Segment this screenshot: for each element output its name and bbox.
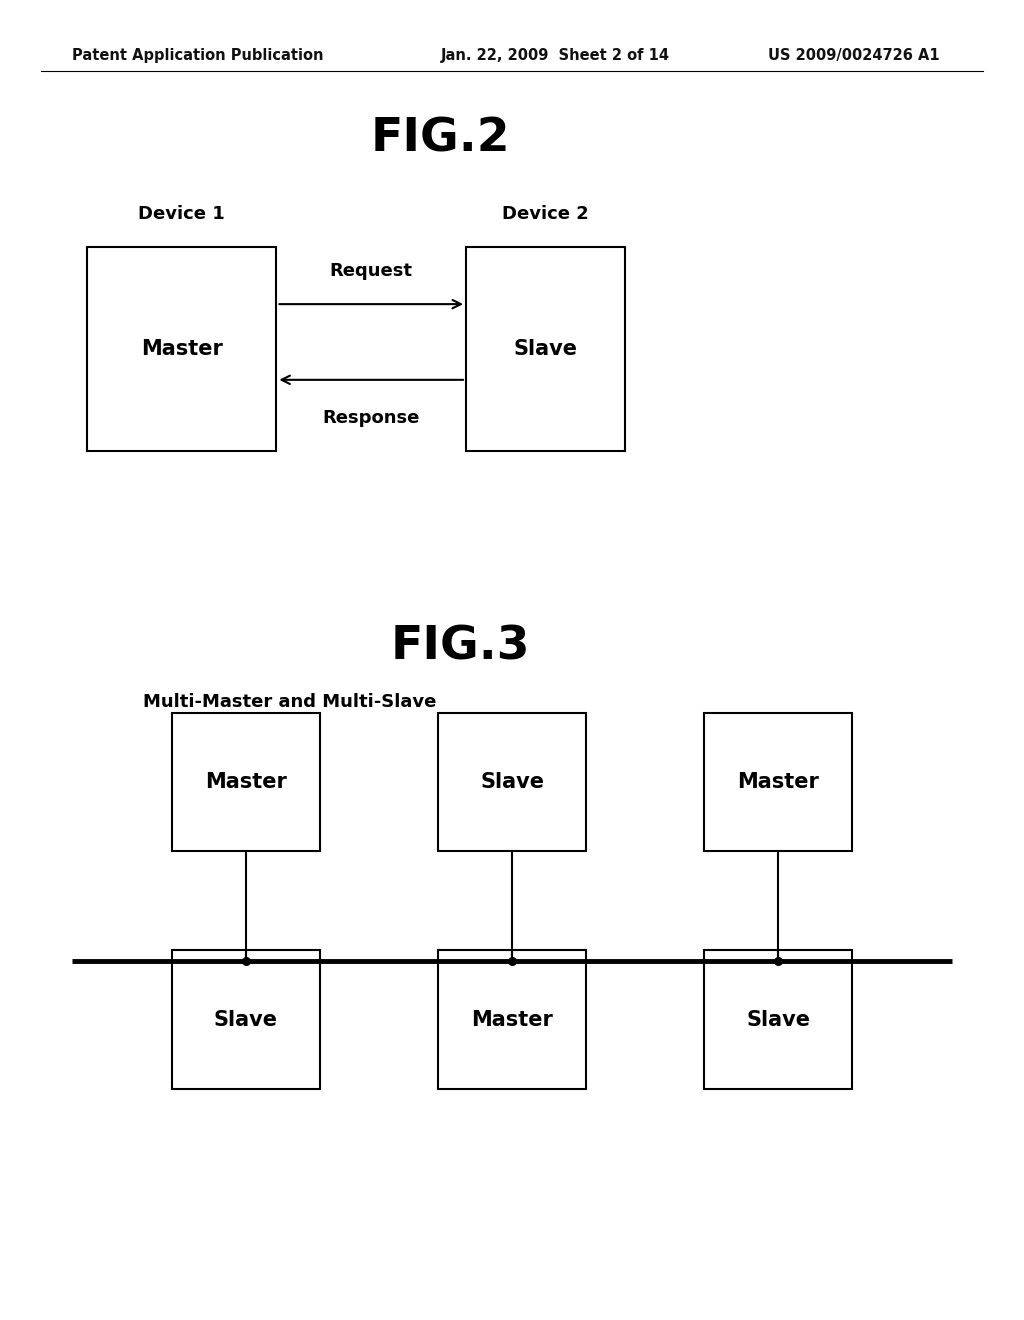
Text: FIG.2: FIG.2 [371,116,510,161]
FancyBboxPatch shape [438,950,586,1089]
Text: Master: Master [141,339,222,359]
Text: Device 1: Device 1 [138,205,225,223]
Text: Response: Response [323,409,420,426]
FancyBboxPatch shape [87,247,276,451]
Text: Jan. 22, 2009  Sheet 2 of 14: Jan. 22, 2009 Sheet 2 of 14 [440,48,670,63]
FancyBboxPatch shape [466,247,625,451]
FancyBboxPatch shape [438,713,586,851]
Text: Multi-Master and Multi-Slave: Multi-Master and Multi-Slave [143,693,436,711]
Text: Slave: Slave [480,772,544,792]
FancyBboxPatch shape [705,950,852,1089]
Text: Device 2: Device 2 [502,205,589,223]
Text: FIG.3: FIG.3 [391,624,530,669]
Text: Slave: Slave [746,1010,810,1030]
Text: Master: Master [205,772,287,792]
Text: Request: Request [330,263,413,280]
Text: Slave: Slave [513,339,578,359]
Text: Master: Master [737,772,819,792]
FancyBboxPatch shape [171,713,319,851]
FancyBboxPatch shape [171,950,319,1089]
Text: Patent Application Publication: Patent Application Publication [72,48,324,63]
Text: US 2009/0024726 A1: US 2009/0024726 A1 [768,48,940,63]
Text: Slave: Slave [214,1010,278,1030]
FancyBboxPatch shape [705,713,852,851]
Text: Master: Master [471,1010,553,1030]
